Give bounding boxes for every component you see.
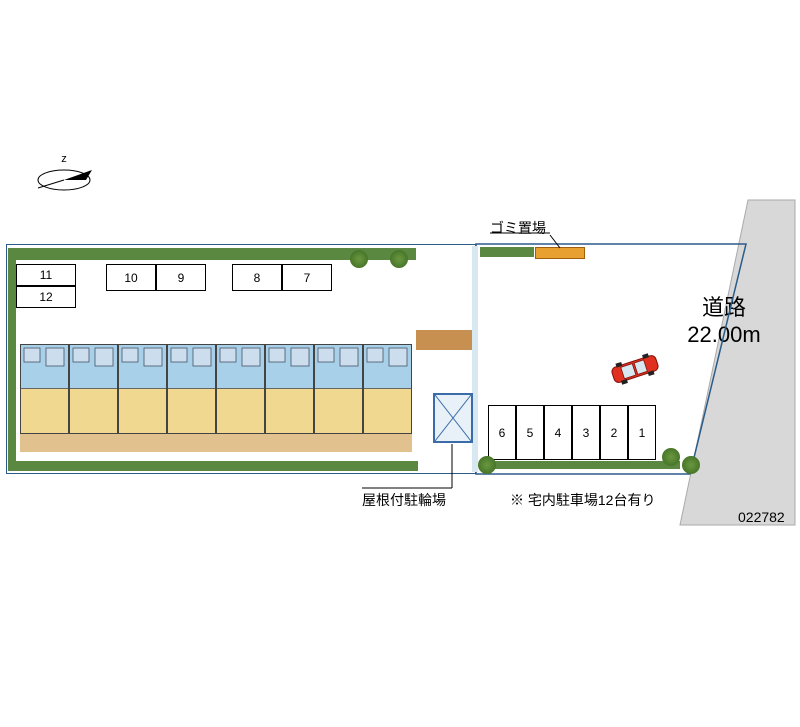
parking-note: ※ 宅内駐車場12台有り xyxy=(510,490,655,510)
garbage-label: ゴミ置場 xyxy=(490,218,546,238)
reference-number: 022782 xyxy=(738,509,785,525)
site-plan-canvas: z 道路 22.00m 11 12 10 9 8 7 6 5 4 3 2 1 xyxy=(0,0,800,727)
bike-parking-label: 屋根付駐輪場 xyxy=(362,490,446,510)
leader-lines xyxy=(0,0,800,727)
